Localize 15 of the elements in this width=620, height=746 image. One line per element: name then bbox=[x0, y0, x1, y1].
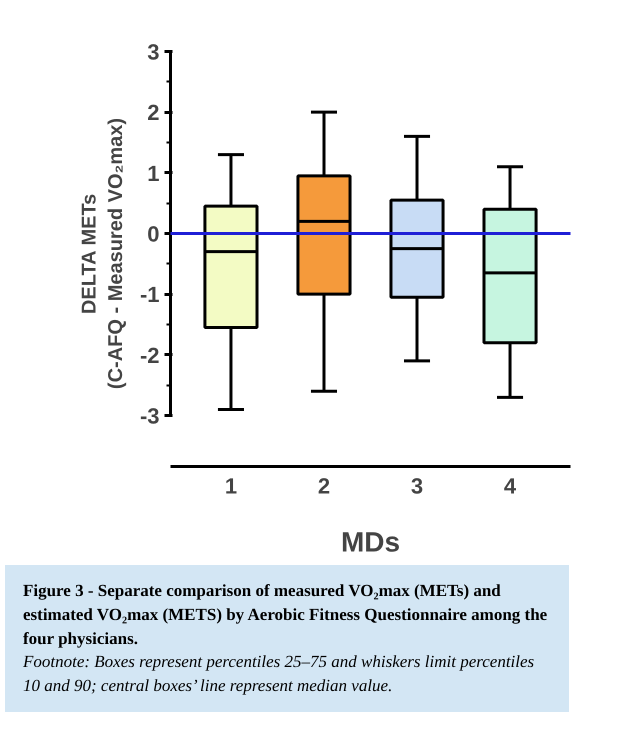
x-tick-label: 4 bbox=[504, 474, 517, 498]
x-tick-label: 2 bbox=[318, 474, 330, 498]
x-axis-title: MDs bbox=[340, 526, 400, 558]
y-tick-label: 3 bbox=[147, 39, 160, 64]
y-tick-label: 0 bbox=[147, 221, 160, 246]
text: Figure 3 - Separate comparison of measured VO₂max (METs) and estimated VO₂max (METS) by Aerobic Fitness Questionnaire among the four physicians. bbox=[23, 581, 548, 648]
y-tick-label: -2 bbox=[140, 342, 160, 368]
text: Footnote: Boxes represent percentiles 25–75 and whiskers limit percentiles 10 and 90; central boxes’ line represent median value. bbox=[23, 652, 534, 696]
y-tick-label: -3 bbox=[140, 404, 160, 429]
x-tick-label: 1 bbox=[224, 474, 238, 498]
y-axis-title: DELTA METs (C-AFQ - Measured VO₂max) bbox=[78, 118, 127, 390]
y-tick-label: 2 bbox=[147, 100, 160, 126]
y-tick-label: -1 bbox=[140, 282, 160, 308]
x-tick-label: 3 bbox=[410, 474, 424, 498]
y-tick-label: 1 bbox=[147, 160, 160, 186]
